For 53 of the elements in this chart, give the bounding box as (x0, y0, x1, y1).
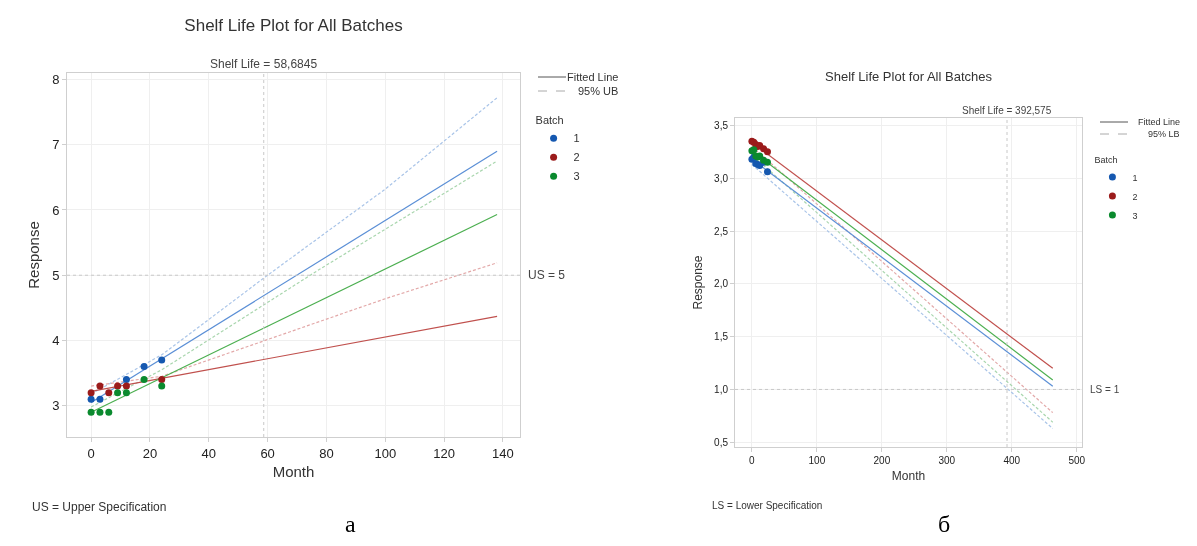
legend-label: 3 (1132, 210, 1138, 221)
chart-title: Shelf Life Plot for All Batches (184, 15, 403, 35)
x-tick-label: 100 (374, 445, 397, 461)
text: Fitted Line (1138, 117, 1181, 127)
y-tick-label: 0,5 (714, 436, 729, 448)
x-tick-label: 80 (319, 445, 334, 461)
text: 95% UB (578, 85, 619, 97)
legend-label: 1 (573, 132, 580, 145)
x-tick-label: 0 (749, 455, 756, 466)
x-tick-label: 300 (938, 455, 956, 466)
text: 95% LB (1148, 129, 1180, 139)
x-axis-title: Month (891, 468, 926, 483)
x-tick-label: 200 (873, 455, 891, 466)
legend-label: 1 (1132, 172, 1138, 183)
y-axis-title: Response (25, 221, 43, 289)
y-axis-title: Response (691, 255, 706, 310)
ref-line-label: LS = 1 (1090, 384, 1120, 395)
legend-label: 3 (573, 170, 580, 183)
text: LS = Lower Specification (712, 500, 823, 511)
legend-label: 2 (1132, 191, 1138, 202)
x-tick-label: 60 (260, 445, 275, 461)
ref-line-label: Shelf Life = 58,6845 (210, 57, 318, 71)
text: Fitted Line (567, 71, 619, 83)
chart-title: Shelf Life Plot for All Batches (825, 68, 993, 84)
legend-label: 2 (573, 151, 580, 164)
text: US = Upper Specification (32, 500, 167, 514)
y-tick-label: 2,0 (714, 278, 729, 290)
x-tick-label: 400 (1003, 455, 1021, 466)
legend-title: Batch (535, 113, 564, 126)
y-tick-label: 5 (52, 267, 60, 283)
x-tick-label: 0 (87, 445, 95, 461)
y-tick-label: 1,0 (714, 383, 729, 395)
y-tick-label: 3,0 (714, 172, 729, 184)
x-tick-label: 40 (201, 445, 217, 461)
y-tick-label: 7 (52, 137, 60, 153)
legend-title: Batch (1094, 154, 1118, 165)
ref-line-label: US = 5 (528, 268, 566, 282)
x-tick-label: 120 (433, 445, 455, 461)
x-tick-label: 20 (142, 445, 158, 461)
y-tick-label: 3 (52, 398, 60, 414)
ref-line-label: Shelf Life = 392,575 (962, 105, 1052, 116)
text: а (345, 511, 356, 537)
x-tick-label: 500 (1068, 455, 1086, 466)
y-tick-label: 8 (52, 72, 60, 88)
y-tick-label: 1,5 (714, 331, 729, 343)
y-tick-label: 6 (52, 202, 60, 218)
x-axis-title: Month (272, 462, 315, 480)
x-tick-label: 140 (492, 445, 514, 461)
text: б (938, 511, 951, 537)
y-tick-label: 4 (52, 333, 60, 349)
y-tick-label: 2,5 (714, 225, 729, 237)
x-tick-label: 100 (808, 455, 826, 466)
y-tick-label: 3,5 (714, 119, 729, 131)
